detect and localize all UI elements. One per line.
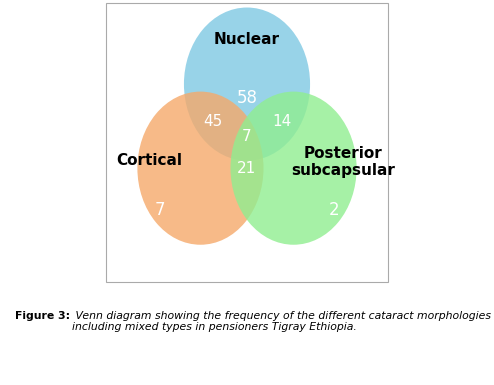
Text: Figure 3:: Figure 3: xyxy=(15,311,70,321)
Text: 58: 58 xyxy=(237,89,257,107)
Text: 14: 14 xyxy=(272,114,291,129)
Text: 7: 7 xyxy=(155,201,165,219)
Text: Venn diagram showing the frequency of the different cataract morphologies includ: Venn diagram showing the frequency of th… xyxy=(72,311,492,332)
Text: 45: 45 xyxy=(203,114,222,129)
Text: 2: 2 xyxy=(329,201,339,219)
Text: 21: 21 xyxy=(238,161,256,176)
Text: 7: 7 xyxy=(242,129,252,144)
Ellipse shape xyxy=(184,7,310,161)
Text: Nuclear: Nuclear xyxy=(214,32,280,47)
Text: Cortical: Cortical xyxy=(117,153,182,168)
Ellipse shape xyxy=(231,92,357,245)
Ellipse shape xyxy=(137,92,263,245)
Text: Posterior
subcapsular: Posterior subcapsular xyxy=(291,146,395,178)
FancyBboxPatch shape xyxy=(106,3,388,282)
